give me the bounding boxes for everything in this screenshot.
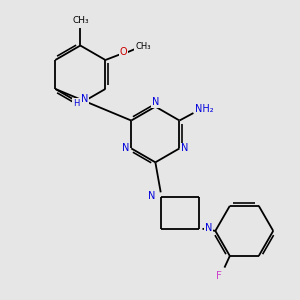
Text: N: N (122, 143, 130, 153)
Text: N: N (205, 223, 212, 233)
Text: N: N (152, 97, 159, 107)
Text: N: N (81, 94, 88, 104)
Text: N: N (181, 143, 188, 153)
Text: N: N (148, 190, 155, 200)
Text: NH₂: NH₂ (195, 104, 213, 114)
Text: O: O (120, 47, 128, 58)
Text: CH₃: CH₃ (72, 16, 89, 26)
Text: F: F (216, 271, 222, 281)
Text: CH₃: CH₃ (135, 42, 151, 51)
Text: H: H (73, 99, 79, 108)
